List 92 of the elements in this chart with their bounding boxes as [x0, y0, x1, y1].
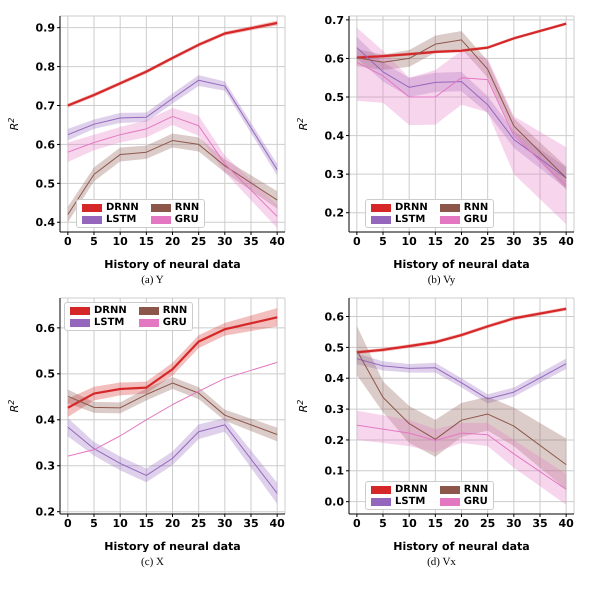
text: (b) Vy: [426, 274, 456, 286]
x-tick-label: 0: [64, 516, 72, 530]
y-tick-label: 0.6: [36, 138, 56, 152]
x-tick-label: 15: [138, 516, 154, 530]
y-tick-label: 0.4: [324, 129, 344, 142]
y-tick-label: 0.2: [36, 506, 55, 519]
x-tick-label: 35: [532, 516, 548, 530]
x-tick-label: 5: [379, 516, 387, 530]
y-tick-label: 0.2: [324, 434, 344, 447]
x-tick-label: 40: [269, 234, 286, 248]
y-tick-label: 0.5: [36, 177, 55, 190]
x-tick-label: 25: [480, 234, 496, 248]
x-tick-label: 35: [532, 234, 548, 248]
line-series: [66, 316, 278, 409]
text: (d) Vx: [426, 556, 457, 568]
y-tick-label: 0.0: [324, 496, 344, 509]
x-tick-label: 5: [90, 234, 98, 248]
legend-label: RNN: [464, 202, 488, 213]
line-series: [67, 362, 278, 457]
x-tick-label: 0: [353, 234, 362, 248]
line-series: [356, 350, 567, 466]
x-tick-label: 35: [243, 234, 259, 248]
legend-label: GRU: [174, 214, 199, 225]
text: (c) X: [140, 556, 165, 568]
legend-label: GRU: [464, 496, 488, 507]
y-tick-label: 0.3: [324, 402, 344, 416]
legend-label: RNN: [464, 484, 488, 495]
y-tick-label: 0.4: [36, 216, 56, 230]
line-series: [356, 424, 567, 490]
legend-label: LSTM: [395, 496, 426, 507]
x-tick-label: 30: [506, 516, 522, 530]
x-tick-label: 40: [558, 234, 574, 248]
legend-label: RNN: [174, 202, 200, 213]
legend-label: RNN: [162, 305, 188, 316]
x-tick-label: 20: [454, 234, 470, 248]
x-tick-label: 10: [112, 516, 128, 530]
legend-label: DRNN: [395, 202, 428, 213]
y-tick-label: 0.2: [324, 206, 344, 220]
y-tick-label: 0.4: [36, 414, 56, 427]
legend-label: LSTM: [395, 214, 426, 225]
line-series: [356, 62, 567, 186]
x-axis-title: History of neural data: [104, 540, 241, 553]
x-tick-label: 15: [138, 234, 154, 248]
legend-label: DRNN: [94, 305, 127, 316]
legend-label: DRNN: [395, 484, 428, 495]
x-tick-label: 20: [454, 516, 470, 530]
y-tick-label: 0.4: [324, 372, 344, 386]
x-tick-label: 10: [112, 234, 128, 248]
y-tick-label: 0.7: [324, 14, 344, 27]
legend-label: GRU: [162, 317, 187, 328]
x-tick-label: 20: [164, 234, 180, 248]
y-tick-label: 0.7: [36, 99, 55, 112]
y-tick-label: 0.3: [324, 168, 344, 182]
x-tick-label: 15: [428, 516, 443, 530]
y-tick-label: 0.5: [324, 341, 344, 354]
y-tick-label: 0.5: [36, 368, 55, 381]
y-tick-label: 0.1: [324, 464, 344, 478]
x-tick-label: 25: [191, 234, 206, 248]
x-tick-label: 25: [480, 516, 496, 530]
x-tick-label: 30: [217, 234, 233, 248]
legend-label: DRNN: [106, 202, 139, 213]
y-tick-label: 0.9: [36, 22, 55, 35]
line-series: [67, 140, 278, 215]
y-tick-label: 0.6: [324, 310, 344, 324]
y-tick-label: 0.6: [324, 52, 344, 66]
x-tick-label: 15: [428, 234, 443, 248]
x-tick-label: 40: [269, 516, 286, 530]
text: (a) Y: [140, 274, 165, 286]
line-series: [67, 382, 278, 435]
x-tick-label: 10: [402, 234, 418, 248]
x-tick-label: 10: [402, 516, 418, 530]
x-tick-label: 30: [506, 234, 522, 248]
x-tick-label: 5: [90, 516, 98, 530]
x-tick-label: 25: [191, 516, 206, 530]
x-tick-label: 0: [353, 516, 362, 530]
x-tick-label: 30: [217, 516, 233, 530]
x-tick-label: 0: [64, 234, 72, 248]
line-series: [67, 424, 278, 494]
legend-label: LSTM: [94, 317, 124, 328]
y-tick-label: 0.8: [36, 60, 55, 74]
x-axis-title: History of neural data: [393, 258, 530, 271]
y-tick-label: 0.3: [36, 460, 55, 473]
x-tick-label: 40: [558, 516, 574, 530]
y-tick-label: 0.5: [324, 90, 344, 104]
x-axis-title: History of neural data: [393, 540, 530, 553]
x-tick-label: 20: [164, 516, 180, 530]
y-tick-label: 0.6: [36, 322, 56, 335]
x-axis-title: History of neural data: [104, 258, 241, 271]
x-tick-label: 5: [379, 234, 387, 248]
x-tick-label: 35: [243, 516, 259, 530]
legend-label: LSTM: [106, 214, 136, 225]
legend-label: GRU: [464, 214, 488, 225]
